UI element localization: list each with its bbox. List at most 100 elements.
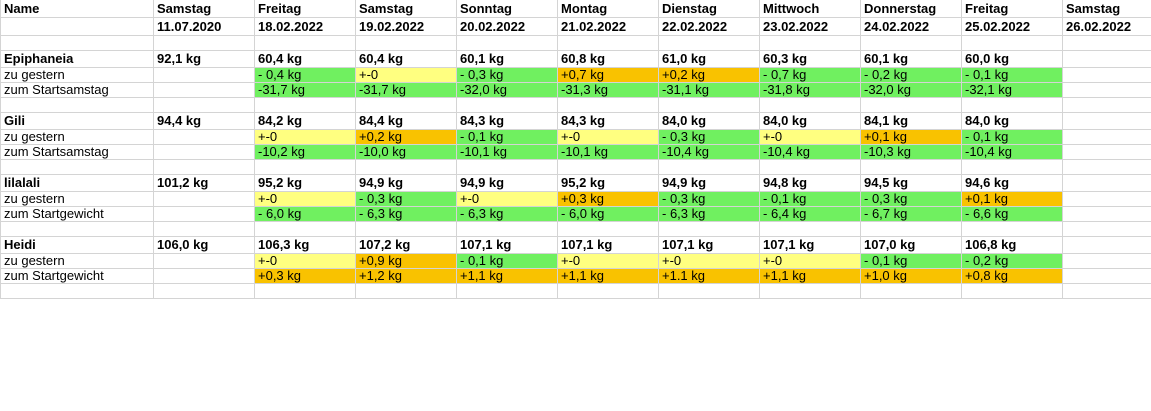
- diff-cell[interactable]: [1062, 253, 1151, 269]
- total-cell[interactable]: +1,1 kg: [759, 268, 861, 284]
- diff-cell[interactable]: +-0: [355, 67, 457, 83]
- header-date-cell[interactable]: 26.02.2022: [1062, 17, 1151, 36]
- diff-cell[interactable]: +0,1 kg: [860, 129, 962, 145]
- empty-cell[interactable]: [961, 159, 1063, 175]
- header-date-cell[interactable]: 25.02.2022: [961, 17, 1063, 36]
- empty-cell[interactable]: [0, 97, 154, 113]
- total-cell[interactable]: -10,1 kg: [456, 144, 558, 160]
- empty-cell[interactable]: [557, 35, 659, 51]
- weight-cell[interactable]: 92,1 kg: [153, 50, 255, 68]
- empty-cell[interactable]: [254, 97, 356, 113]
- total-cell[interactable]: - 6,6 kg: [961, 206, 1063, 222]
- total-cell[interactable]: - 6,0 kg: [557, 206, 659, 222]
- diff-cell[interactable]: [153, 191, 255, 207]
- header-day-cell[interactable]: Dienstag: [658, 0, 760, 18]
- header-day-cell[interactable]: Freitag: [254, 0, 356, 18]
- weight-cell[interactable]: 94,9 kg: [456, 174, 558, 192]
- header-day-cell[interactable]: Samstag: [355, 0, 457, 18]
- header-day-cell[interactable]: Donnerstag: [860, 0, 962, 18]
- total-cell[interactable]: +1.1 kg: [658, 268, 760, 284]
- diff-cell[interactable]: +0,2 kg: [658, 67, 760, 83]
- empty-cell[interactable]: [254, 159, 356, 175]
- empty-cell[interactable]: [1062, 221, 1151, 237]
- diff-cell[interactable]: +-0: [456, 191, 558, 207]
- weight-cell[interactable]: 95,2 kg: [557, 174, 659, 192]
- empty-cell[interactable]: [355, 283, 457, 299]
- weight-cell[interactable]: 84,3 kg: [557, 112, 659, 130]
- empty-cell[interactable]: [254, 283, 356, 299]
- diff-cell[interactable]: - 0,1 kg: [456, 253, 558, 269]
- total-cell[interactable]: -10,4 kg: [961, 144, 1063, 160]
- total-cell[interactable]: -32,0 kg: [456, 82, 558, 98]
- total-cell[interactable]: +0,3 kg: [254, 268, 356, 284]
- person-name-cell[interactable]: Heidi: [0, 236, 154, 254]
- diff-cell[interactable]: +0,7 kg: [557, 67, 659, 83]
- person-name-cell[interactable]: Gili: [0, 112, 154, 130]
- total-cell[interactable]: [1062, 144, 1151, 160]
- total-cell[interactable]: - 6,3 kg: [658, 206, 760, 222]
- diff-cell[interactable]: - 0,3 kg: [658, 191, 760, 207]
- diff-cell[interactable]: - 0,2 kg: [961, 253, 1063, 269]
- weight-cell[interactable]: [1062, 236, 1151, 254]
- diff-cell[interactable]: - 0,3 kg: [355, 191, 457, 207]
- diff-cell[interactable]: - 0,1 kg: [961, 67, 1063, 83]
- header-date-cell[interactable]: 18.02.2022: [254, 17, 356, 36]
- total-cell[interactable]: [153, 82, 255, 98]
- weight-cell[interactable]: 107,1 kg: [759, 236, 861, 254]
- empty-cell[interactable]: [1062, 35, 1151, 51]
- empty-cell[interactable]: [456, 159, 558, 175]
- person-name-cell[interactable]: lilalali: [0, 174, 154, 192]
- weight-cell[interactable]: 106,0 kg: [153, 236, 255, 254]
- empty-cell[interactable]: [0, 283, 154, 299]
- weight-cell[interactable]: 94,6 kg: [961, 174, 1063, 192]
- total-cell[interactable]: - 6,3 kg: [456, 206, 558, 222]
- empty-cell[interactable]: [456, 283, 558, 299]
- header-date-cell[interactable]: 21.02.2022: [557, 17, 659, 36]
- diff-cell[interactable]: - 0,3 kg: [860, 191, 962, 207]
- diff-cell[interactable]: - 0,4 kg: [254, 67, 356, 83]
- weight-cell[interactable]: 60,1 kg: [456, 50, 558, 68]
- empty-cell[interactable]: [860, 221, 962, 237]
- weight-cell[interactable]: 60,0 kg: [961, 50, 1063, 68]
- diff-cell[interactable]: +-0: [557, 253, 659, 269]
- empty-cell[interactable]: [759, 221, 861, 237]
- diff-cell[interactable]: +0,9 kg: [355, 253, 457, 269]
- weight-cell[interactable]: 107,0 kg: [860, 236, 962, 254]
- empty-cell[interactable]: [759, 159, 861, 175]
- empty-cell[interactable]: [961, 221, 1063, 237]
- total-cell[interactable]: [153, 268, 255, 284]
- empty-cell[interactable]: [961, 97, 1063, 113]
- weight-cell[interactable]: 101,2 kg: [153, 174, 255, 192]
- diff-cell[interactable]: +-0: [254, 253, 356, 269]
- total-cell[interactable]: -10,3 kg: [860, 144, 962, 160]
- total-cell[interactable]: -32,1 kg: [961, 82, 1063, 98]
- empty-cell[interactable]: [658, 97, 760, 113]
- empty-cell[interactable]: [355, 35, 457, 51]
- total-cell[interactable]: +0,8 kg: [961, 268, 1063, 284]
- empty-cell[interactable]: [1062, 283, 1151, 299]
- total-label-cell[interactable]: zum Startsamstag: [0, 144, 154, 160]
- diff-cell[interactable]: [153, 253, 255, 269]
- weight-cell[interactable]: 84,4 kg: [355, 112, 457, 130]
- empty-cell[interactable]: [355, 97, 457, 113]
- total-cell[interactable]: -10,4 kg: [658, 144, 760, 160]
- empty-cell[interactable]: [557, 97, 659, 113]
- weight-cell[interactable]: 95,2 kg: [254, 174, 356, 192]
- total-cell[interactable]: +1,1 kg: [456, 268, 558, 284]
- total-cell[interactable]: - 6,0 kg: [254, 206, 356, 222]
- weight-cell[interactable]: 60,8 kg: [557, 50, 659, 68]
- weight-cell[interactable]: 107,1 kg: [557, 236, 659, 254]
- header-name-cell[interactable]: Name: [0, 0, 154, 18]
- empty-cell[interactable]: [1062, 159, 1151, 175]
- header-day-cell[interactable]: Freitag: [961, 0, 1063, 18]
- diff-cell[interactable]: - 0,1 kg: [860, 253, 962, 269]
- diff-cell[interactable]: - 0,3 kg: [658, 129, 760, 145]
- diff-cell[interactable]: [153, 67, 255, 83]
- empty-cell[interactable]: [557, 159, 659, 175]
- weight-cell[interactable]: 94,4 kg: [153, 112, 255, 130]
- empty-cell[interactable]: [0, 159, 154, 175]
- empty-cell[interactable]: [0, 221, 154, 237]
- weight-cell[interactable]: 61,0 kg: [658, 50, 760, 68]
- header-day-cell[interactable]: Sonntag: [456, 0, 558, 18]
- total-cell[interactable]: +1,2 kg: [355, 268, 457, 284]
